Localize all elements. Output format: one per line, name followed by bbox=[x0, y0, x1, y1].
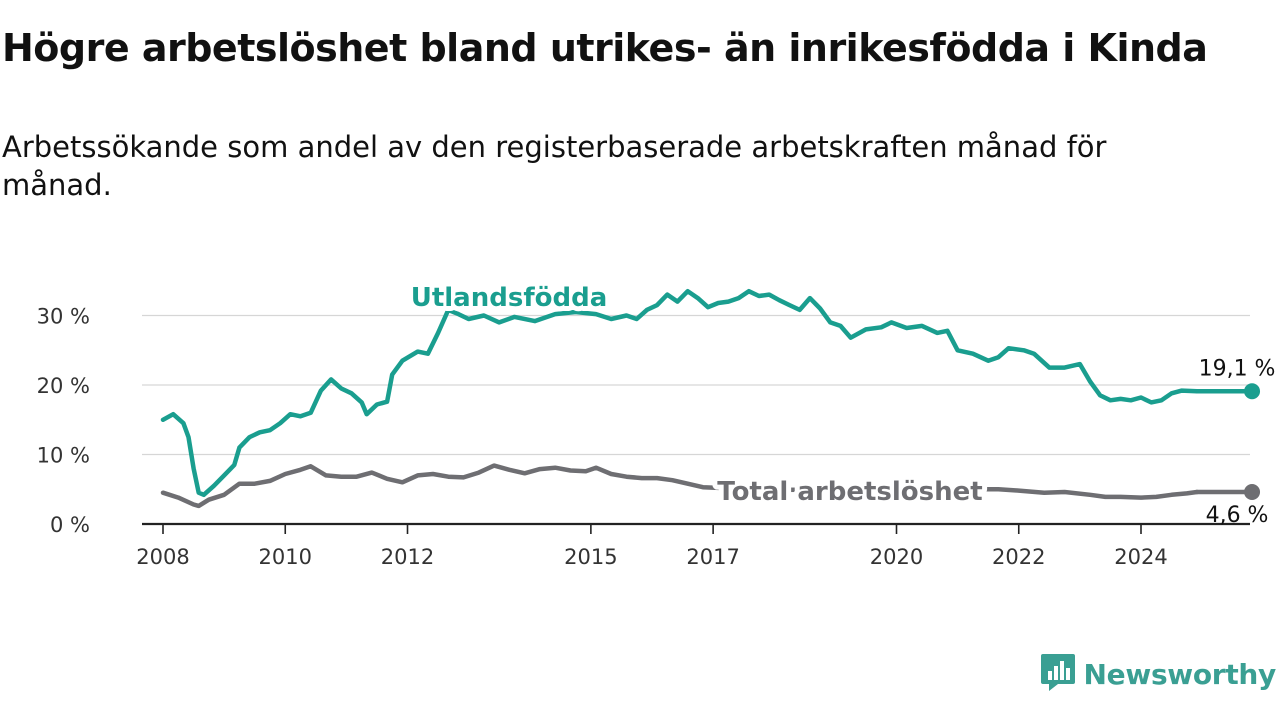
y-tick-label: 30 % bbox=[37, 305, 90, 329]
chart-subtitle: Arbetssökande som andel av den registerb… bbox=[2, 130, 1107, 202]
series-labels: 19,1 %4,6 %UtlandsföddaUtlandsföddaTotal… bbox=[406, 278, 1276, 528]
y-tick-label: 10 % bbox=[37, 444, 90, 468]
x-tick-label: 2012 bbox=[381, 545, 434, 569]
y-tick-label: 0 % bbox=[50, 513, 90, 537]
x-tick-label: 2008 bbox=[136, 545, 189, 569]
x-tick-label: 2015 bbox=[564, 545, 617, 569]
x-tick-label: 2010 bbox=[259, 545, 312, 569]
series-name-label: Utlandsfödda bbox=[411, 283, 608, 313]
series-end-label-0: 19,1 % bbox=[1199, 356, 1276, 381]
y-tick-label: 20 % bbox=[37, 374, 90, 398]
brand-logo: Newsworthy bbox=[1040, 652, 1276, 696]
x-tick-label: 2024 bbox=[1114, 545, 1167, 569]
x-axis-ticks: 2008 2010 2012 2015 2017 2020 2022 2024 bbox=[136, 524, 1168, 569]
chart-title: Högre arbetslöshet bland utrikes- än inr… bbox=[2, 26, 1208, 70]
series-line-0 bbox=[160, 288, 1200, 498]
series-end-label-1: 4,6 % bbox=[1206, 503, 1269, 528]
y-axis-ticks: 0 % 10 % 20 % 30 % bbox=[37, 305, 90, 538]
brand-name: Newsworthy bbox=[1083, 657, 1277, 691]
x-tick-label: 2017 bbox=[686, 545, 739, 569]
series-name-halo: Total arbetslöshet bbox=[717, 477, 982, 507]
x-tick-label: 2020 bbox=[870, 545, 923, 569]
series-line-1 bbox=[160, 463, 1200, 509]
newsworthy-logo-icon bbox=[1040, 652, 1076, 696]
x-tick-label: 2022 bbox=[992, 545, 1045, 569]
series-lines bbox=[160, 288, 1261, 509]
series-name-halo: Utlandsfödda bbox=[411, 283, 608, 313]
series-name-label: Total arbetslöshet bbox=[717, 477, 982, 507]
